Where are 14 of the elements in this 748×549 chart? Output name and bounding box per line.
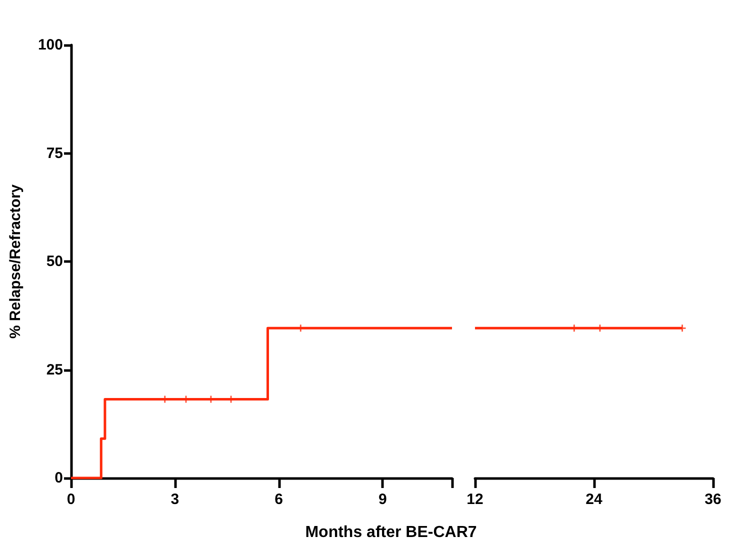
y-axis-title: % Relapse/Refractory (7, 184, 24, 339)
x-tick-label: 6 (274, 491, 283, 508)
x-tick-label: 9 (378, 491, 387, 508)
y-tick-label: 50 (46, 253, 63, 270)
x-tick-label: 12 (466, 491, 484, 508)
x-tick-label: 3 (170, 491, 180, 508)
y-tick-label: 25 (46, 361, 63, 378)
y-tick-label: 0 (54, 470, 63, 486)
x-axis-title: Months after BE-CAR7 (304, 524, 478, 542)
x-tick-label: 36 (704, 491, 722, 508)
x-tick-label: 24 (586, 491, 603, 508)
x-tick-label: 0 (66, 491, 76, 508)
y-tick-label: 75 (46, 144, 63, 162)
y-tick-label: 100 (38, 36, 63, 54)
